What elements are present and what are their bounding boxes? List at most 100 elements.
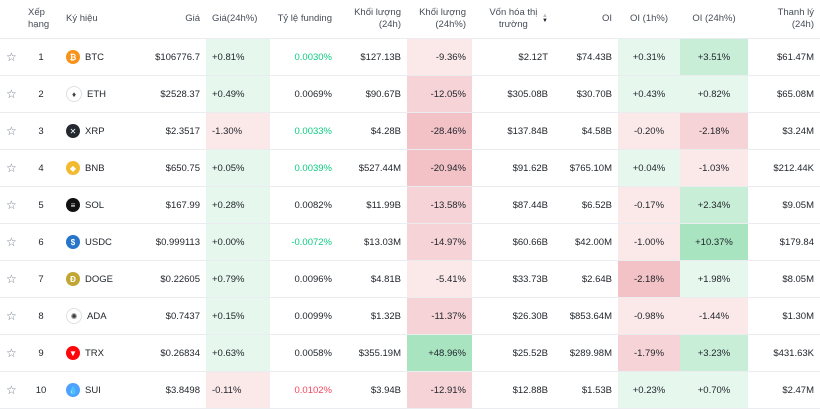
volume-change-cell: -5.41% <box>407 260 472 298</box>
header-favorite <box>0 0 22 39</box>
volume-change-cell: -12.91% <box>407 371 472 409</box>
oi-cell: $2.64B <box>554 260 618 298</box>
market-cap-cell: $137.84B <box>472 112 554 150</box>
liquidation-cell: $3.24M <box>748 112 820 150</box>
market-cap-cell: $12.88B <box>472 371 554 409</box>
table-row[interactable]: ☆ 3 ✕ XRP $2.3517 -1.30% 0.0033% $4.28B -28.46% $… <box>0 112 820 150</box>
symbol-cell[interactable]: ✕ XRP <box>60 112 142 150</box>
header-oi[interactable]: OI <box>554 0 618 39</box>
liquidation-cell: $2.47M <box>748 371 820 409</box>
oi-1h-change-cell: -1.79% <box>618 334 680 372</box>
favorite-star-icon[interactable]: ☆ <box>0 149 22 187</box>
favorite-star-icon[interactable]: ☆ <box>0 297 22 335</box>
volume-cell: $90.67B <box>338 75 407 113</box>
symbol-cell[interactable]: $ USDC <box>60 223 142 261</box>
oi-cell: $74.43B <box>554 38 618 76</box>
favorite-star-icon[interactable]: ☆ <box>0 334 22 372</box>
header-price[interactable]: Giá <box>142 0 206 39</box>
usdc-coin-icon: $ <box>66 235 80 249</box>
price-cell: $106776.7 <box>142 38 206 76</box>
volume-change-cell: +48.96% <box>407 334 472 372</box>
doge-coin-icon: Ð <box>66 272 80 286</box>
ada-coin-icon: ✺ <box>66 308 82 324</box>
oi-cell: $4.58B <box>554 112 618 150</box>
header-price-change[interactable]: Giá(24h%) <box>206 0 270 39</box>
price-change-cell: -1.30% <box>206 112 270 150</box>
oi-24h-change-cell: +10.37% <box>680 223 748 261</box>
sort-icon[interactable]: ▲ ▼ <box>542 13 548 24</box>
market-cap-cell: $91.62B <box>472 149 554 187</box>
table-row[interactable]: ☆ 9 ▼ TRX $0.26834 +0.63% 0.0058% $355.19M +48.9… <box>0 334 820 372</box>
liquidation-cell: $1.30M <box>748 297 820 335</box>
volume-change-cell: -11.37% <box>407 297 472 335</box>
favorite-star-icon[interactable]: ☆ <box>0 75 22 113</box>
favorite-star-icon[interactable]: ☆ <box>0 186 22 224</box>
oi-1h-change-cell: -0.20% <box>618 112 680 150</box>
oi-cell: $853.64M <box>554 297 618 335</box>
oi-cell: $289.98M <box>554 334 618 372</box>
favorite-star-icon[interactable]: ☆ <box>0 112 22 150</box>
volume-cell: $355.19M <box>338 334 407 372</box>
table-row[interactable]: ☆ 4 ◆ BNB $650.75 +0.05% 0.0039% $527.44M -20.94… <box>0 149 820 187</box>
volume-cell: $11.99B <box>338 186 407 224</box>
table-row[interactable]: ☆ 8 ✺ ADA $0.7437 +0.15% 0.0099% $1.32B -11.37% $… <box>0 297 820 335</box>
symbol-cell[interactable]: ◆ BNB <box>60 149 142 187</box>
symbol-cell[interactable]: ≡ SOL <box>60 186 142 224</box>
oi-1h-change-cell: -0.17% <box>618 186 680 224</box>
market-cap-cell: $26.30B <box>472 297 554 335</box>
header-market-cap[interactable]: Vốn hóa thị trường ▲ ▼ <box>472 0 554 39</box>
price-change-cell: -0.11% <box>206 371 270 409</box>
symbol-label: BNB <box>85 162 105 174</box>
price-change-cell: +0.28% <box>206 186 270 224</box>
symbol-label: SOL <box>85 199 105 211</box>
price-change-cell: +0.63% <box>206 334 270 372</box>
symbol-cell[interactable]: ₿ BTC <box>60 38 142 76</box>
liquidation-cell: $431.63K <box>748 334 820 372</box>
header-oi-1h[interactable]: OI (1h%) <box>618 0 680 39</box>
symbol-cell[interactable]: 💧 SUI <box>60 371 142 409</box>
table-row[interactable]: ☆ 6 $ USDC $0.999113 +0.00% -0.0072% $13.03M -14… <box>0 223 820 261</box>
oi-24h-change-cell: +0.70% <box>680 371 748 409</box>
market-cap-cell: $60.66B <box>472 223 554 261</box>
favorite-star-icon[interactable]: ☆ <box>0 260 22 298</box>
favorite-star-icon[interactable]: ☆ <box>0 223 22 261</box>
volume-change-cell: -20.94% <box>407 149 472 187</box>
symbol-cell[interactable]: ✺ ADA <box>60 297 142 335</box>
table-row[interactable]: ☆ 1 ₿ BTC $106776.7 +0.81% 0.0030% $127.13B -9.3… <box>0 38 820 76</box>
market-cap-cell: $25.52B <box>472 334 554 372</box>
header-oi-24h[interactable]: OI (24h%) <box>680 0 748 39</box>
header-symbol[interactable]: Ký hiệu <box>60 0 142 39</box>
header-volume-change[interactable]: Khối lượng (24h%) <box>407 0 472 39</box>
rank-cell: 3 <box>22 112 60 150</box>
liquidation-cell: $179.84 <box>748 223 820 261</box>
symbol-label: DOGE <box>85 273 113 285</box>
table-row[interactable]: ☆ 10 💧 SUI $3.8498 -0.11% 0.0102% $3.94B -12.91%… <box>0 371 820 409</box>
header-liquidation[interactable]: Thanh lý (24h) <box>748 0 820 39</box>
symbol-cell[interactable]: ♦ ETH <box>60 75 142 113</box>
header-volume[interactable]: Khối lượng (24h) <box>338 0 407 39</box>
rank-cell: 9 <box>22 334 60 372</box>
table-row[interactable]: ☆ 5 ≡ SOL $167.99 +0.28% 0.0082% $11.99B -13.58%… <box>0 186 820 224</box>
price-cell: $0.999113 <box>142 223 206 261</box>
table-row[interactable]: ☆ 2 ♦ ETH $2528.37 +0.49% 0.0069% $90.67B -12.05… <box>0 75 820 113</box>
favorite-star-icon[interactable]: ☆ <box>0 38 22 76</box>
symbol-cell[interactable]: ▼ TRX <box>60 334 142 372</box>
funding-rate-cell: 0.0069% <box>270 75 338 113</box>
oi-cell: $42.00M <box>554 223 618 261</box>
volume-cell: $3.94B <box>338 371 407 409</box>
symbol-label: USDC <box>85 236 112 248</box>
market-cap-cell: $87.44B <box>472 186 554 224</box>
symbol-cell[interactable]: Ð DOGE <box>60 260 142 298</box>
oi-24h-change-cell: +2.34% <box>680 186 748 224</box>
table-row[interactable]: ☆ 7 Ð DOGE $0.22605 +0.79% 0.0096% $4.81B -5.41%… <box>0 260 820 298</box>
volume-cell: $13.03M <box>338 223 407 261</box>
header-rank[interactable]: Xếp hạng <box>22 0 60 39</box>
favorite-star-icon[interactable]: ☆ <box>0 371 22 409</box>
header-funding-rate[interactable]: Tỷ lệ funding <box>270 0 338 39</box>
market-cap-cell: $33.73B <box>472 260 554 298</box>
price-cell: $167.99 <box>142 186 206 224</box>
oi-1h-change-cell: -2.18% <box>618 260 680 298</box>
rank-cell: 1 <box>22 38 60 76</box>
price-change-cell: +0.81% <box>206 38 270 76</box>
